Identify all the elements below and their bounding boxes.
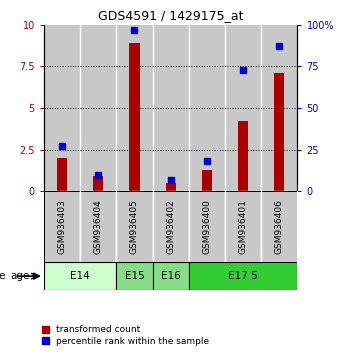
Bar	[238, 121, 248, 191]
Legend: transformed count, percentile rank within the sample: transformed count, percentile rank withi…	[42, 325, 209, 346]
Bar	[93, 176, 103, 191]
FancyBboxPatch shape	[189, 262, 297, 290]
Bar	[189, 25, 225, 191]
Text: age: age	[10, 271, 30, 281]
Text: GSM936404: GSM936404	[94, 199, 103, 254]
FancyBboxPatch shape	[116, 262, 152, 290]
FancyBboxPatch shape	[44, 191, 80, 262]
FancyBboxPatch shape	[80, 191, 116, 262]
Text: GSM936402: GSM936402	[166, 199, 175, 254]
Text: E16: E16	[161, 271, 180, 281]
Bar	[225, 25, 261, 191]
Bar	[116, 25, 152, 191]
Bar	[166, 183, 176, 191]
Bar	[129, 43, 140, 191]
Bar	[261, 25, 297, 191]
FancyBboxPatch shape	[116, 191, 152, 262]
Bar	[152, 25, 189, 191]
FancyBboxPatch shape	[189, 191, 225, 262]
Text: GSM936403: GSM936403	[57, 199, 67, 254]
Text: GSM936406: GSM936406	[275, 199, 284, 254]
Text: E15: E15	[125, 271, 144, 281]
Bar	[57, 158, 67, 191]
Bar	[44, 25, 80, 191]
Text: age: age	[0, 271, 6, 281]
Text: GSM936400: GSM936400	[202, 199, 211, 254]
Bar	[274, 73, 284, 191]
Text: GSM936405: GSM936405	[130, 199, 139, 254]
FancyBboxPatch shape	[152, 262, 189, 290]
Text: GSM936401: GSM936401	[239, 199, 248, 254]
Title: GDS4591 / 1429175_at: GDS4591 / 1429175_at	[98, 9, 243, 22]
FancyBboxPatch shape	[261, 191, 297, 262]
Bar	[202, 170, 212, 191]
FancyBboxPatch shape	[152, 191, 189, 262]
FancyBboxPatch shape	[44, 262, 116, 290]
FancyBboxPatch shape	[225, 191, 261, 262]
Text: E14: E14	[70, 271, 90, 281]
Bar	[80, 25, 116, 191]
Text: E17.5: E17.5	[228, 271, 258, 281]
